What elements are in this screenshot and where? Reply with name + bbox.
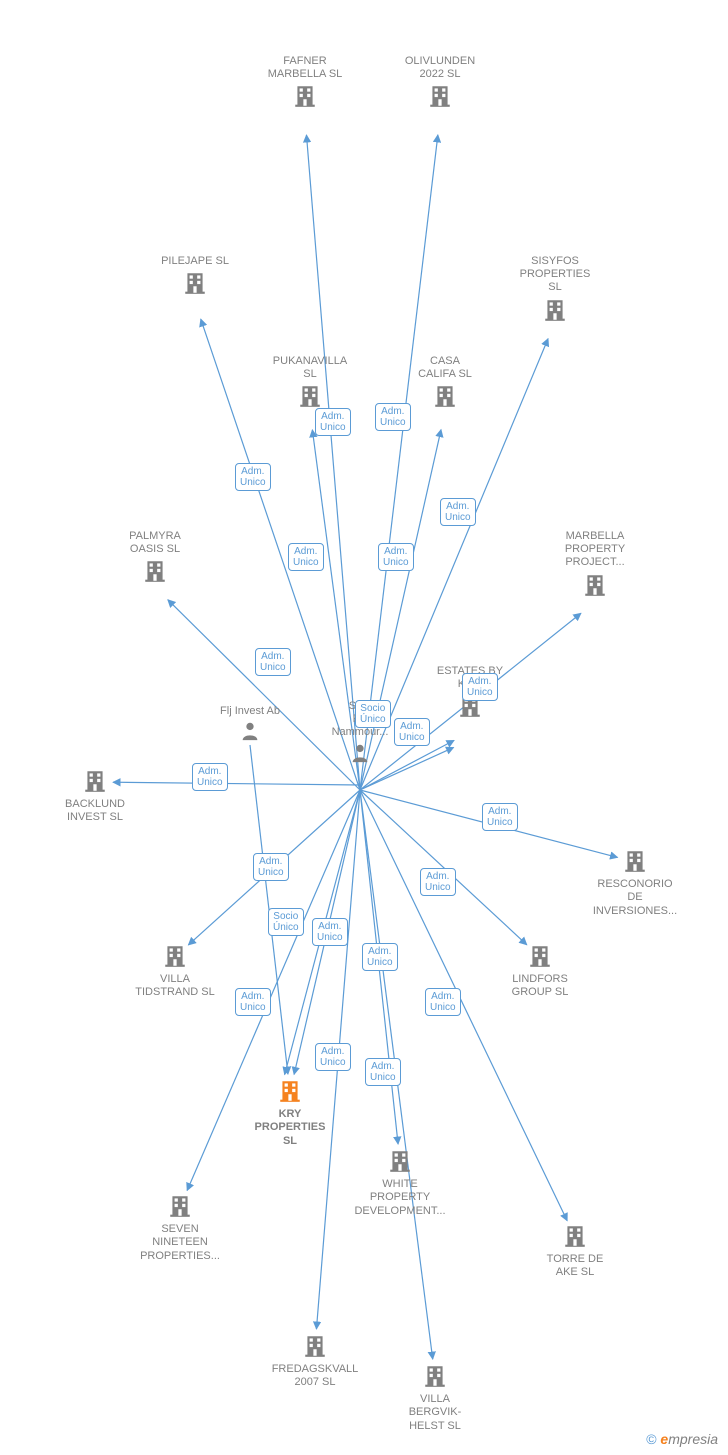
edge: [360, 339, 548, 790]
edge: [360, 790, 433, 1359]
edge: [188, 790, 360, 945]
edge: [360, 135, 438, 790]
copyright-symbol: ©: [646, 1431, 656, 1447]
edge: [250, 745, 288, 1074]
edge: [312, 430, 360, 790]
edge: [360, 790, 618, 857]
edge: [360, 613, 581, 790]
watermark: © empresia: [646, 1431, 718, 1447]
edge: [360, 790, 567, 1221]
network-canvas: [0, 0, 728, 1455]
edge: [294, 790, 360, 1074]
brand-rest: mpresia: [668, 1431, 718, 1447]
edge: [360, 790, 527, 945]
edge: [306, 135, 360, 790]
edge: [360, 430, 441, 790]
edge: [168, 600, 360, 790]
edge: [360, 790, 398, 1144]
edge: [201, 319, 360, 790]
edge: [360, 747, 454, 790]
edge: [113, 782, 360, 785]
edge: [187, 790, 360, 1190]
edge: [360, 740, 454, 790]
